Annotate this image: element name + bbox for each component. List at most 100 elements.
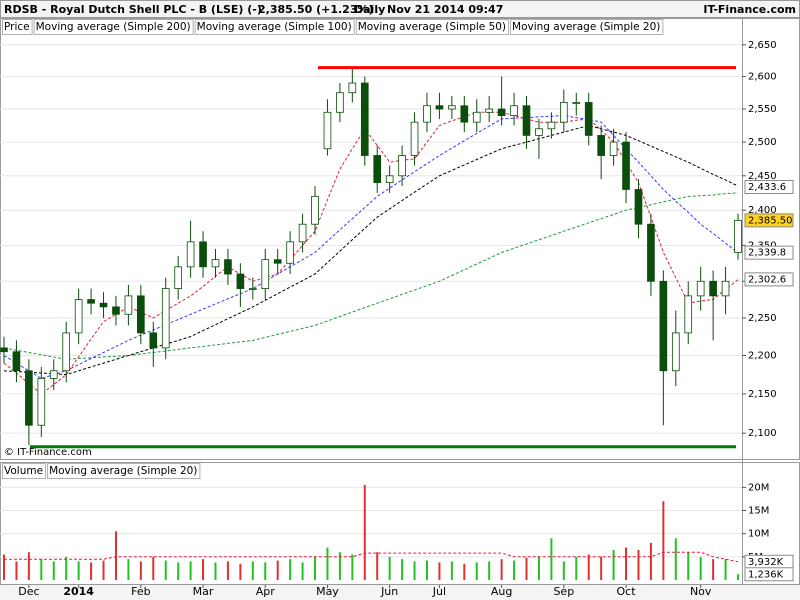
x-tick-label: Apr: [256, 585, 276, 598]
candle-body: [659, 280, 668, 372]
volume-bar: [114, 531, 117, 580]
y-tick-label: 2,150: [748, 389, 777, 400]
candle-body: [211, 259, 220, 268]
volume-bar: [251, 561, 254, 580]
value-badge-label: 3,932K: [748, 557, 784, 568]
legend-box: [194, 19, 355, 35]
copyright: © IT-Finance.com: [4, 447, 92, 458]
candle-body: [0, 347, 8, 353]
legend-box: [510, 19, 664, 35]
x-tick-label: Jun: [380, 585, 398, 598]
candle-body: [410, 121, 419, 156]
volume-bar: [712, 559, 715, 580]
candle-body: [485, 108, 494, 113]
legend-entry: Price: [4, 21, 30, 33]
volume-panel: [0, 462, 800, 585]
candle-body: [398, 155, 406, 177]
volume-bar: [226, 561, 229, 580]
candle-body: [112, 306, 120, 315]
candle-body: [535, 128, 543, 136]
x-tick-label: Dec: [18, 585, 39, 598]
candle-body: [37, 378, 46, 426]
volume-bar: [102, 560, 105, 580]
candle-body: [12, 351, 21, 372]
candle-body: [298, 223, 307, 243]
volume-bar: [264, 562, 267, 580]
moving-average-line: [3, 115, 739, 379]
volume-bar: [326, 547, 329, 580]
candle-body: [336, 92, 344, 113]
moving-average-line: [4, 551, 739, 563]
header-title: RDSB - Royal Dutch Shell PLC - B (LSE) (…: [4, 3, 262, 16]
price-panel: [0, 18, 800, 460]
y-tick-label: 2,600: [748, 72, 777, 83]
candle-body: [448, 105, 456, 110]
candle-body: [634, 189, 643, 225]
candle-body: [385, 175, 394, 184]
volume-bar: [413, 561, 416, 580]
candle-body: [497, 108, 506, 116]
candle-body: [560, 102, 568, 123]
value-badge-label: 2,339.8: [748, 248, 786, 259]
volume-bar: [314, 556, 317, 580]
volume-bar: [388, 556, 391, 580]
candle-body: [622, 141, 630, 190]
volume-bar: [562, 561, 565, 580]
candle-body: [572, 102, 581, 104]
volume-bar: [40, 559, 43, 580]
candle-body: [137, 295, 145, 334]
value-badge: [744, 213, 794, 228]
volume-bar: [401, 559, 404, 580]
candle-body: [696, 280, 705, 297]
volume-bar: [90, 562, 93, 580]
value-badge-label: 2,385.50: [748, 215, 793, 226]
moving-average-line: [3, 192, 739, 360]
candle-body: [597, 135, 605, 156]
header-brand: IT-Finance.com: [703, 3, 796, 16]
candle-body: [74, 299, 83, 334]
candle-body: [236, 273, 245, 289]
candle-body: [49, 370, 58, 379]
volume-bar: [52, 561, 55, 580]
y-tick-label: 2,550: [748, 104, 777, 115]
volume-bar: [351, 554, 354, 580]
x-tick-label: Jul: [432, 585, 446, 598]
candle-body: [99, 302, 108, 308]
volume-bar: [475, 562, 478, 580]
x-tick-label: Aug: [491, 585, 512, 598]
candle-body: [311, 195, 319, 225]
candle-body: [186, 241, 195, 268]
y-tick-label: 2,650: [748, 40, 777, 51]
candle-body: [224, 259, 232, 275]
candle-body: [174, 266, 182, 289]
legend-entry: Volume: [4, 465, 43, 477]
volume-bar: [612, 549, 615, 580]
candle-body: [721, 280, 730, 297]
volume-bar: [737, 574, 739, 580]
volume-bar: [164, 560, 167, 580]
candle-body: [547, 121, 556, 130]
volume-bar: [513, 560, 516, 580]
volume-bar: [289, 559, 292, 580]
volume-bar: [425, 560, 428, 580]
value-badge: [744, 180, 794, 195]
date-bar: [0, 585, 800, 600]
volume-bar: [27, 552, 30, 580]
candle-body: [684, 295, 693, 334]
legend-entry: Moving average (Simple 20): [512, 21, 660, 33]
volume-bar: [338, 552, 341, 580]
volume-bar: [301, 562, 304, 580]
legend-entry: Moving average (Simple 100): [197, 21, 352, 33]
volume-bar: [587, 554, 590, 580]
y-tick-label: 2,250: [748, 313, 777, 324]
legend-box: [2, 19, 33, 35]
volume-bar: [376, 552, 379, 580]
legend-box: [33, 19, 194, 35]
y-tick-label: 10M: [748, 529, 769, 540]
volume-bar: [637, 549, 640, 580]
candle-body: [286, 241, 294, 264]
plot-layer: Price Moving average (Simple 200) Moving a…: [0, 18, 800, 600]
candle-body: [423, 105, 431, 123]
y-tick-label: 2,200: [748, 351, 777, 362]
